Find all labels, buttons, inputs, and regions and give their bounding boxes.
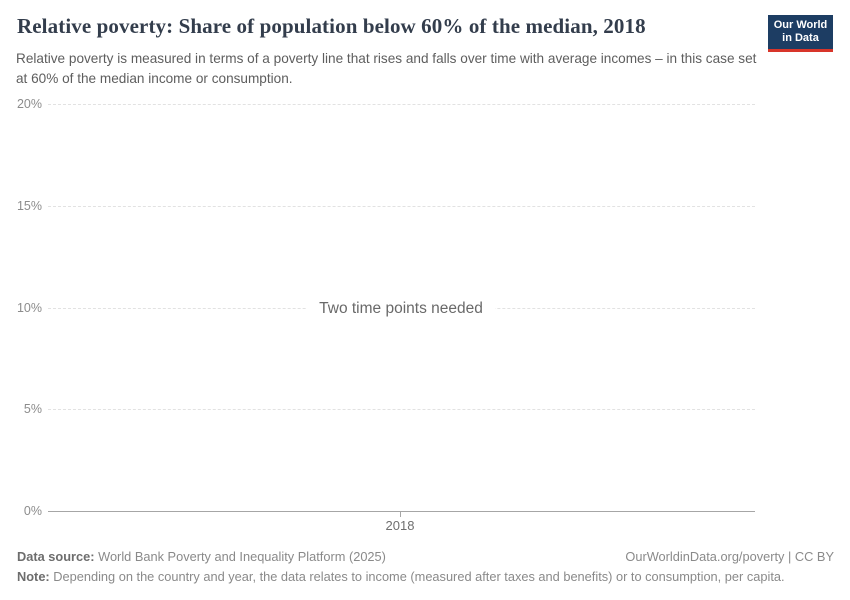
footer-note-label: Note: — [17, 569, 50, 584]
owid-logo: Our World in Data — [768, 15, 833, 52]
footer-note: Note: Depending on the country and year,… — [17, 569, 785, 584]
x-tick-mark-2018 — [400, 511, 401, 517]
y-tick-label-0: 0% — [23, 504, 42, 518]
gridline-5pct — [48, 409, 755, 410]
x-axis-line — [48, 511, 755, 512]
gridline-20pct — [48, 104, 755, 105]
footer-note-text: Depending on the country and year, the d… — [53, 569, 785, 584]
owid-logo-text: Our World in Data — [773, 19, 828, 44]
x-tick-label-2018: 2018 — [385, 518, 415, 533]
chart-subtitle: Relative poverty is measured in terms of… — [16, 51, 757, 86]
empty-state-message: Two time points needed — [307, 298, 495, 320]
y-tick-label-10: 10% — [16, 301, 42, 315]
footer-datasource-text: World Bank Poverty and Inequality Platfo… — [98, 549, 386, 564]
footer-rights-link[interactable]: OurWorldinData.org/poverty | CC BY — [625, 549, 834, 564]
chart-title: Relative poverty: Share of population be… — [17, 14, 646, 38]
y-tick-label-20: 20% — [16, 97, 42, 111]
footer-datasource-label: Data source: — [17, 549, 95, 564]
gridline-15pct — [48, 206, 755, 207]
y-tick-label-5: 5% — [23, 402, 42, 416]
y-tick-label-15: 15% — [16, 199, 42, 213]
footer-datasource: Data source: World Bank Poverty and Ineq… — [17, 549, 386, 564]
